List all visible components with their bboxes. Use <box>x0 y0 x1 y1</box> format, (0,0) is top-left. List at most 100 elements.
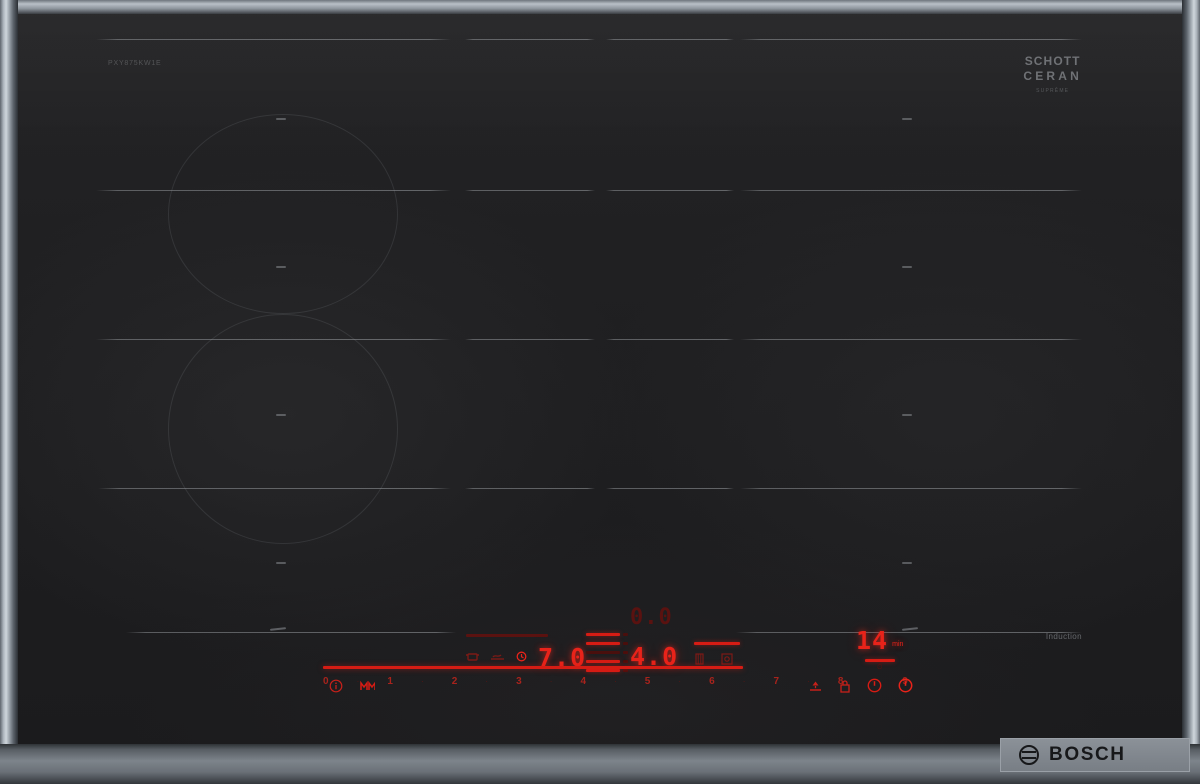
bar-dot <box>623 660 628 663</box>
zone-bottom-line-left <box>126 632 456 633</box>
slider-tick-7[interactable]: 7 <box>773 676 780 687</box>
zone-left-headbar <box>466 634 548 637</box>
bar-segment <box>586 669 620 672</box>
slider-tick-0[interactable]: 0 <box>323 676 329 687</box>
bezel-left <box>0 0 18 784</box>
zone-center-marker <box>902 118 912 120</box>
zone-divider-line <box>465 39 595 40</box>
ceran-line-2: CERAN <box>1023 69 1082 83</box>
zone-divider-line <box>740 339 1082 340</box>
slider-minor-tick: · <box>807 677 810 686</box>
zone-divider-line <box>96 39 451 40</box>
glass-reflection <box>18 14 1182 154</box>
bosch-armature-icon <box>1019 745 1039 765</box>
pot-icon[interactable] <box>466 649 479 667</box>
panel-right-icons[interactable] <box>808 678 913 698</box>
bar-row <box>586 633 628 636</box>
slider-minor-tick: · <box>356 677 360 686</box>
bar-dot <box>623 669 628 672</box>
glass-ceramic-surface[interactable]: PXY875KW1E SCHOTT CERAN SUPRÊME Inductio… <box>18 14 1182 744</box>
bar-row <box>586 642 628 645</box>
main-power-icon[interactable] <box>898 678 913 698</box>
panel-left-icons[interactable] <box>329 679 376 698</box>
induction-label: Induction <box>1045 632 1082 641</box>
zone-flexinduction-upper-value: 0.0 <box>630 605 673 630</box>
slider-tick-4[interactable]: 4 <box>580 676 586 687</box>
keepwarm-icon[interactable] <box>721 652 733 670</box>
slider-tick-2[interactable]: 2 <box>451 676 458 687</box>
bar-dot <box>623 633 628 636</box>
zone-divider-line <box>740 488 1082 489</box>
zone-power-icon[interactable] <box>867 678 882 698</box>
bar-row <box>586 669 628 672</box>
bar-dot <box>623 651 628 654</box>
zone-center-marker <box>902 562 912 564</box>
zone-divider-line <box>606 190 734 191</box>
slider-track[interactable] <box>323 666 908 669</box>
slider-tick-6[interactable]: 6 <box>709 676 715 687</box>
bar-row <box>586 651 628 654</box>
bar-segment <box>586 660 620 663</box>
zone-halo <box>168 114 398 314</box>
zone-right-icon-group[interactable] <box>694 642 740 670</box>
zone-center-marker <box>902 266 912 268</box>
slider-tick-5[interactable]: 5 <box>644 676 651 687</box>
ceran-line-3: SUPRÊME <box>1036 88 1070 94</box>
slider-minor-tick: · <box>485 677 489 686</box>
zone-divider-line <box>740 190 1082 191</box>
zone-divider-line <box>606 339 734 340</box>
zone-halo <box>168 314 398 544</box>
slider-minor-tick: · <box>678 677 682 686</box>
zone-front-right-display[interactable]: 4.0 <box>630 644 678 670</box>
timer-unit: min <box>892 641 904 648</box>
ceran-line-1: SCHOTT <box>1024 54 1081 68</box>
zone-bottom-line-right <box>736 632 1082 633</box>
childlock-icon[interactable] <box>839 679 851 698</box>
timer-icon[interactable]: ⏱ <box>876 664 883 671</box>
bar-dot <box>623 642 628 645</box>
timer-display[interactable]: 14 min ⏱ <box>856 628 903 672</box>
zone-front-left-display[interactable]: 7.0 <box>466 634 586 670</box>
bar-segment <box>586 642 620 645</box>
slider-minor-tick: · <box>420 677 424 686</box>
bar-row <box>586 660 628 663</box>
timer-clock-icon[interactable] <box>516 649 527 667</box>
warming-icon[interactable] <box>490 649 505 667</box>
slider-minor-tick: · <box>549 677 553 686</box>
timer-underline <box>864 659 895 662</box>
zone-center-marker <box>902 414 912 416</box>
bezel-top <box>0 0 1200 14</box>
slider-minor-tick: · <box>614 677 617 686</box>
control-panel[interactable]: 7.0 0.0 4.0 <box>18 594 1182 744</box>
zone-divider-line <box>606 39 734 40</box>
info-icon[interactable] <box>329 679 343 698</box>
bar-segment <box>586 651 620 654</box>
timer-value: 14 <box>856 626 889 655</box>
zone-front-right-value: 4.0 <box>630 642 679 671</box>
zone-divider-line <box>465 190 595 191</box>
bosch-logo-badge: BOSCH <box>1000 738 1190 772</box>
slider-active-segment <box>323 666 743 669</box>
slider-minor-tick: · <box>871 677 875 686</box>
zone-divider-line <box>740 39 1082 40</box>
slider-tick-1[interactable]: 1 <box>387 676 393 687</box>
schott-ceran-logo: SCHOTT CERAN SUPRÊME <box>1023 54 1082 94</box>
slider-minor-tick: · <box>742 677 746 686</box>
zone-divider-line <box>465 488 595 489</box>
zone-right-headbar <box>694 642 740 645</box>
zone-front-left-value: 7.0 <box>538 643 587 672</box>
panbooster-icon[interactable] <box>808 679 823 698</box>
zone-center-marker <box>276 562 286 564</box>
grill-icon[interactable] <box>694 652 705 670</box>
zone-divider-line <box>606 488 734 489</box>
zone-flexinduction-upper-display[interactable]: 0.0 <box>630 607 673 629</box>
bezel-right <box>1182 0 1200 784</box>
zone-divider-line <box>465 339 595 340</box>
slider-tick-3[interactable]: 3 <box>516 676 522 687</box>
bar-segment <box>586 633 620 636</box>
bosch-wordmark: BOSCH <box>1049 744 1126 765</box>
model-code-label: PXY875KW1E <box>108 60 162 67</box>
slider-tick-8[interactable]: 8 <box>837 676 844 687</box>
flexinduction-bargraph[interactable] <box>586 633 628 672</box>
